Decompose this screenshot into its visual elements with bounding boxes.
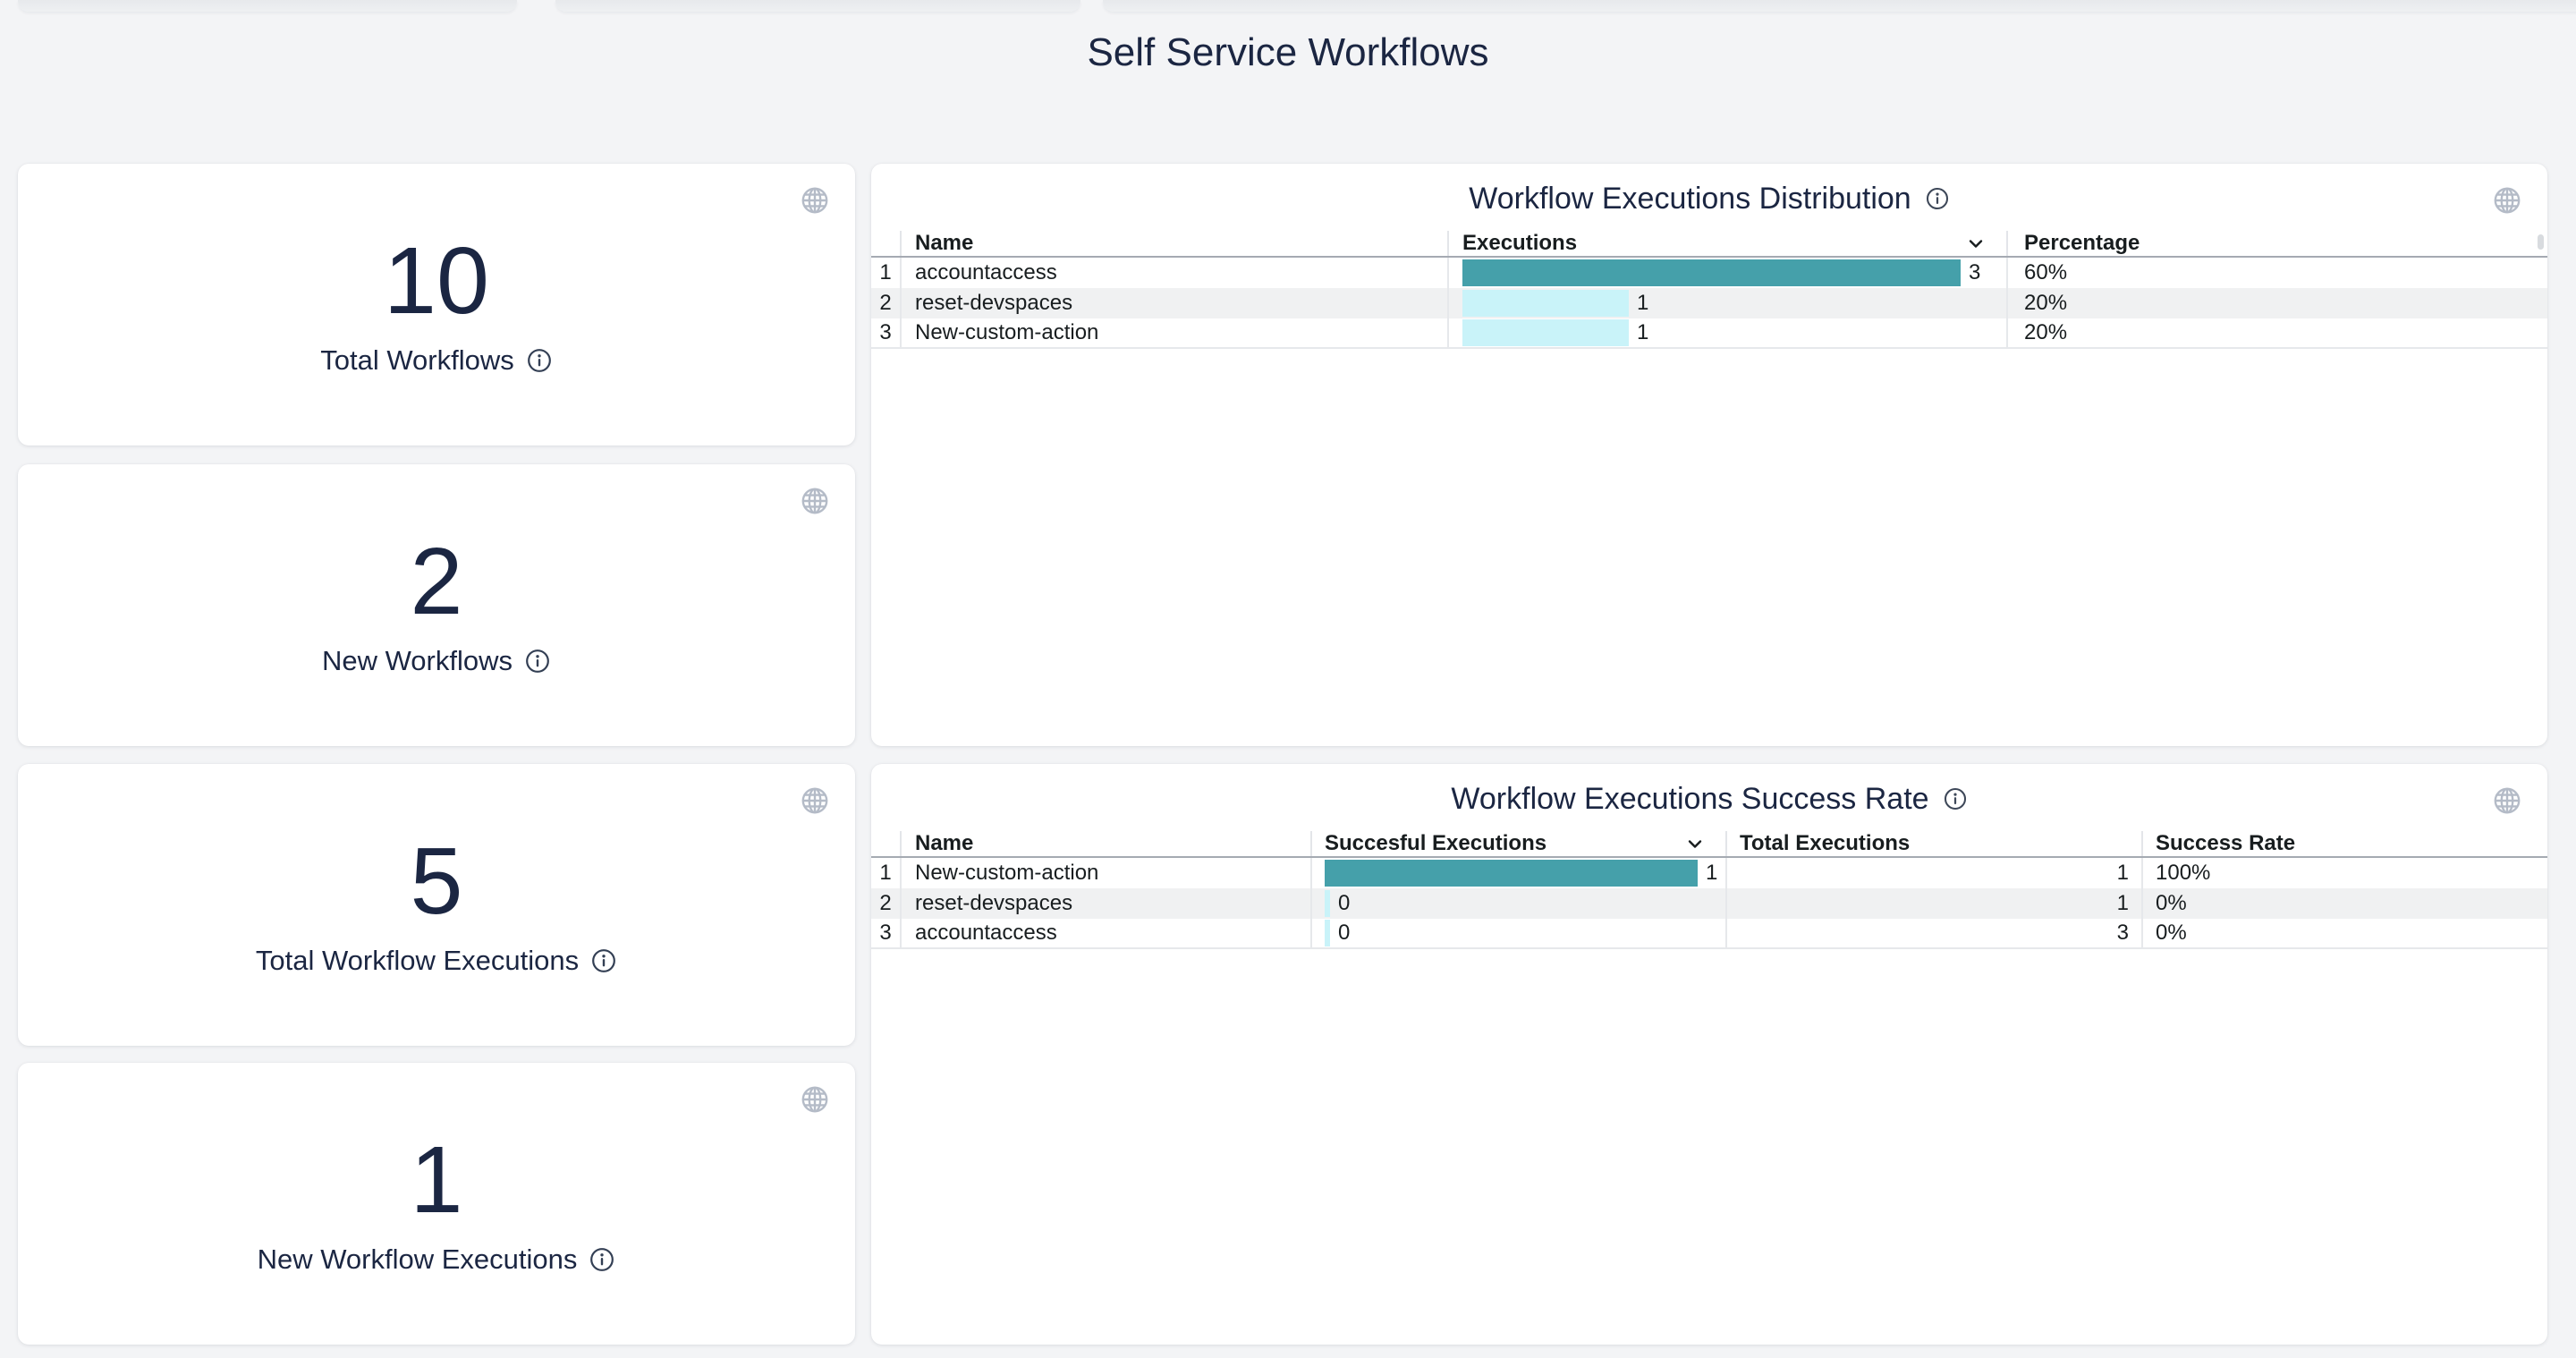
column-header-index bbox=[871, 831, 900, 856]
stat-card-total-workflow-executions: 5 Total Workflow Executions bbox=[18, 764, 855, 1046]
table-row: 3 accountaccess 0 3 0% bbox=[871, 919, 2547, 949]
successful-executions-cell: 0 bbox=[1310, 888, 1725, 919]
stat-label: Total Workflows bbox=[320, 344, 514, 376]
percentage-cell: 60% bbox=[2006, 258, 2547, 288]
percentage-cell: 20% bbox=[2006, 318, 2547, 347]
globe-icon[interactable] bbox=[798, 183, 832, 217]
success-rate-table: Name Succesful Executions Total Executio… bbox=[871, 831, 2547, 949]
row-index: 2 bbox=[879, 291, 892, 315]
total-executions-cell: 1 bbox=[1725, 888, 2141, 919]
scrolled-card-edge bbox=[555, 0, 1080, 12]
name-cell: reset-devspaces bbox=[900, 288, 1447, 318]
page-title: Self Service Workflows bbox=[1087, 30, 1489, 74]
table-row: 2 reset-devspaces 1 20% bbox=[871, 288, 2547, 318]
executions-cell: 1 bbox=[1447, 318, 2006, 347]
info-icon[interactable] bbox=[1925, 186, 1950, 211]
successful-executions-bar bbox=[1325, 860, 1698, 887]
bar-value: 1 bbox=[1706, 861, 1718, 885]
row-index: 2 bbox=[879, 891, 892, 915]
successful-executions-bar bbox=[1325, 920, 1330, 946]
table-title: Workflow Executions Distribution bbox=[1469, 181, 1911, 216]
row-index: 3 bbox=[879, 921, 892, 945]
column-header-success-rate[interactable]: Success Rate bbox=[2141, 831, 2547, 856]
distribution-table: Name Executions Percentage 1 accountacce… bbox=[871, 231, 2547, 349]
info-icon[interactable] bbox=[524, 648, 551, 675]
row-index: 1 bbox=[879, 260, 892, 284]
success-rate-cell: 0% bbox=[2141, 888, 2547, 919]
stat-value: 5 bbox=[410, 828, 463, 934]
successful-executions-bar bbox=[1325, 890, 1330, 917]
workflow-executions-success-rate-card: Workflow Executions Success Rate Name Su… bbox=[871, 764, 2547, 1345]
bar-value: 0 bbox=[1338, 891, 1351, 915]
successful-executions-cell: 0 bbox=[1310, 919, 1725, 947]
bar-value: 1 bbox=[1637, 320, 1649, 344]
percentage-cell: 20% bbox=[2006, 288, 2547, 318]
name-cell: New-custom-action bbox=[900, 858, 1310, 888]
stat-card-total-workflows: 10 Total Workflows bbox=[18, 164, 855, 446]
globe-icon[interactable] bbox=[2490, 784, 2524, 818]
stat-value: 1 bbox=[410, 1126, 463, 1233]
scrollbar-thumb[interactable] bbox=[2538, 234, 2544, 250]
executions-bar bbox=[1462, 259, 1961, 286]
bar-value: 0 bbox=[1338, 921, 1351, 945]
executions-cell: 1 bbox=[1447, 288, 2006, 318]
name-cell: reset-devspaces bbox=[900, 888, 1310, 919]
table-header-row: Name Succesful Executions Total Executio… bbox=[871, 831, 2547, 858]
info-icon[interactable] bbox=[589, 1246, 615, 1273]
success-rate-cell: 0% bbox=[2141, 919, 2547, 947]
table-row: 3 New-custom-action 1 20% bbox=[871, 318, 2547, 349]
info-icon[interactable] bbox=[590, 947, 617, 974]
table-row: 1 accountaccess 3 60% bbox=[871, 258, 2547, 288]
executions-cell: 3 bbox=[1447, 258, 2006, 288]
name-cell: accountaccess bbox=[900, 258, 1447, 288]
globe-icon[interactable] bbox=[798, 784, 832, 818]
column-header-index bbox=[871, 231, 900, 256]
stat-value: 2 bbox=[410, 528, 463, 634]
executions-bar bbox=[1462, 290, 1629, 317]
bar-value: 3 bbox=[1969, 260, 1981, 284]
sort-descending-icon bbox=[1684, 833, 1706, 854]
workflow-executions-distribution-card: Workflow Executions Distribution Name Ex… bbox=[871, 164, 2547, 746]
scrolled-card-edge bbox=[1103, 0, 2576, 12]
column-header-total-executions[interactable]: Total Executions bbox=[1725, 831, 2141, 856]
column-header-name[interactable]: Name bbox=[900, 231, 1447, 256]
scrolled-card-edge bbox=[18, 0, 517, 12]
info-icon[interactable] bbox=[526, 347, 553, 374]
success-rate-cell: 100% bbox=[2141, 858, 2547, 888]
stat-card-new-workflows: 2 New Workflows bbox=[18, 464, 855, 746]
row-index: 3 bbox=[879, 320, 892, 344]
table-row: 2 reset-devspaces 0 1 0% bbox=[871, 888, 2547, 919]
name-cell: New-custom-action bbox=[900, 318, 1447, 347]
total-executions-cell: 1 bbox=[1725, 858, 2141, 888]
info-icon[interactable] bbox=[1943, 786, 1968, 811]
sort-descending-icon bbox=[1965, 233, 1987, 254]
column-header-executions[interactable]: Executions bbox=[1447, 231, 2006, 256]
column-header-name[interactable]: Name bbox=[900, 831, 1310, 856]
stat-label: New Workflows bbox=[321, 644, 513, 676]
successful-executions-cell: 1 bbox=[1310, 858, 1725, 888]
table-header-row: Name Executions Percentage bbox=[871, 231, 2547, 258]
column-header-percentage[interactable]: Percentage bbox=[2006, 231, 2547, 256]
stat-value: 10 bbox=[384, 227, 489, 334]
column-header-successful-executions[interactable]: Succesful Executions bbox=[1310, 831, 1725, 856]
table-row: 1 New-custom-action 1 1 100% bbox=[871, 858, 2547, 888]
globe-icon[interactable] bbox=[2490, 183, 2524, 217]
stat-label: New Workflow Executions bbox=[257, 1243, 578, 1275]
row-index: 1 bbox=[879, 861, 892, 885]
executions-bar bbox=[1462, 319, 1629, 346]
globe-icon[interactable] bbox=[798, 484, 832, 518]
stat-label: Total Workflow Executions bbox=[255, 944, 580, 976]
total-executions-cell: 3 bbox=[1725, 919, 2141, 947]
stat-card-new-workflow-executions: 1 New Workflow Executions bbox=[18, 1063, 855, 1345]
globe-icon[interactable] bbox=[798, 1082, 832, 1116]
bar-value: 1 bbox=[1637, 291, 1649, 315]
name-cell: accountaccess bbox=[900, 919, 1310, 947]
table-title: Workflow Executions Success Rate bbox=[1451, 781, 1929, 816]
